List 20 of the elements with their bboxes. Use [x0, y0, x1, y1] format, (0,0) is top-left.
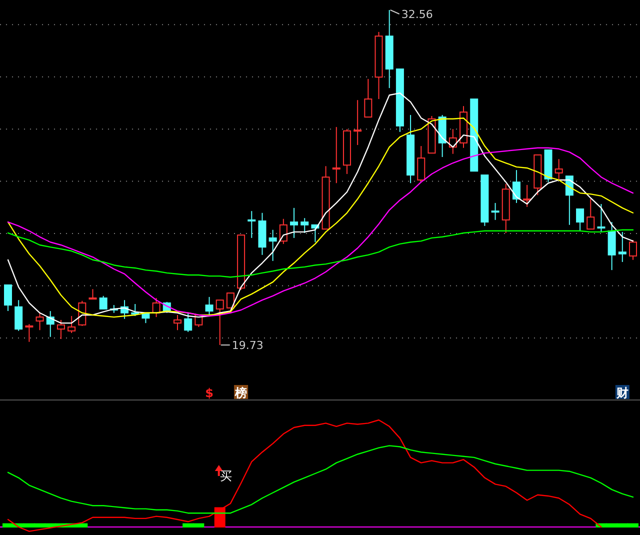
candlestick [385, 10, 394, 89]
candlestick [258, 212, 266, 256]
text: 榜 [234, 386, 248, 400]
candlestick [248, 210, 256, 238]
candlestick [290, 207, 298, 238]
candlestick [173, 314, 182, 331]
candlestick [406, 114, 415, 184]
annotation: 19.73 [232, 339, 264, 352]
candlestick [268, 229, 277, 262]
candlestick [491, 202, 500, 220]
candlestick [332, 126, 340, 184]
text: $ [205, 386, 214, 400]
candlestick [554, 158, 563, 180]
text: 财 [615, 386, 628, 400]
candlestick [279, 218, 288, 244]
candlestick [618, 231, 626, 262]
candlestick [460, 106, 468, 148]
annotation: 32.56 [401, 8, 433, 21]
annotation: 买 [220, 469, 232, 483]
candlestick [354, 100, 362, 146]
